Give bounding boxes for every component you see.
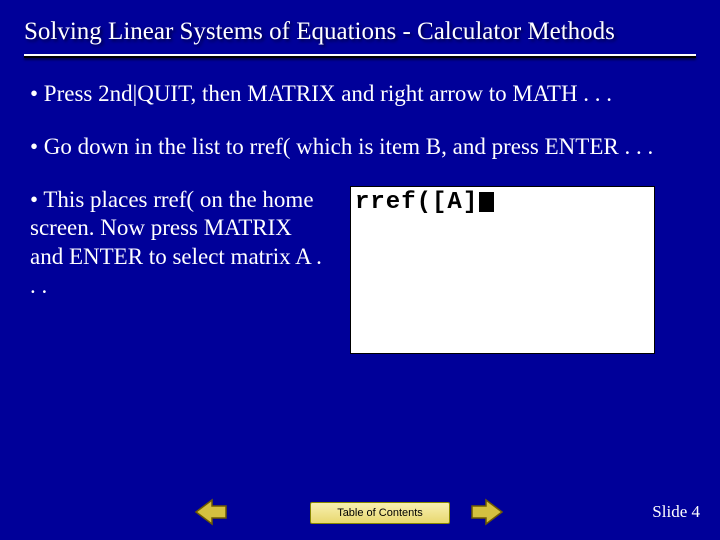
slide-title: Solving Linear Systems of Equations - Ca…: [24, 18, 696, 46]
arrow-left-icon: [194, 498, 228, 526]
prev-button[interactable]: [194, 498, 228, 526]
slide-number: Slide 4: [652, 502, 700, 522]
calculator-text: rref([A]: [355, 189, 478, 216]
arrow-right-icon: [470, 498, 504, 526]
bullet-1: • Press 2nd|QUIT, then MATRIX and right …: [30, 80, 690, 109]
next-button[interactable]: [470, 498, 504, 526]
cursor-icon: [479, 192, 494, 212]
footer: Table of Contents Slide 4: [0, 490, 720, 530]
toc-button[interactable]: Table of Contents: [310, 502, 450, 524]
bullet-2: • Go down in the list to rref( which is …: [30, 133, 690, 162]
calculator-screen: rref([A]: [350, 186, 655, 354]
bullet-3: • This places rref( on the home screen. …: [30, 186, 330, 301]
